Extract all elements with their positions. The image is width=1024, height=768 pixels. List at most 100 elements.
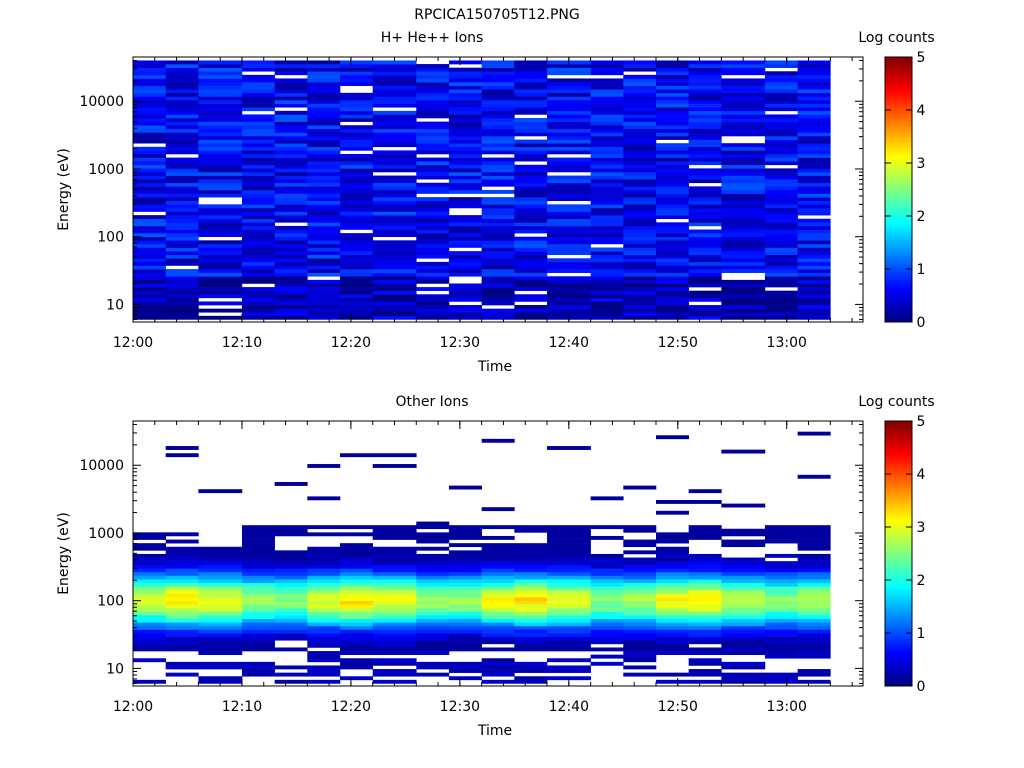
- heatmap-cell: [721, 589, 766, 594]
- heatmap-cell: [340, 532, 373, 537]
- heatmap-cell: [340, 597, 373, 602]
- heatmap-cell: [797, 636, 831, 641]
- heatmap-cell: [416, 78, 450, 83]
- heatmap-cell: [307, 89, 341, 94]
- colorbar-segment: [885, 276, 912, 280]
- heatmap-cell: [547, 78, 591, 83]
- heatmap-cell: [340, 182, 373, 187]
- heatmap-cell: [165, 297, 199, 302]
- heatmap-cell: [198, 222, 243, 227]
- heatmap-cell: [764, 607, 798, 612]
- heatmap-cell: [340, 153, 373, 158]
- heatmap-cell: [481, 67, 515, 72]
- heatmap-cell: [307, 204, 341, 209]
- heatmap-cell: [797, 211, 831, 216]
- heatmap-cell: [372, 564, 417, 569]
- heatmap-cell: [797, 474, 831, 479]
- heatmap-cell: [797, 121, 831, 126]
- heatmap-cell: [165, 143, 199, 148]
- heatmap-cell: [797, 200, 831, 205]
- colorbar-segment: [885, 295, 912, 299]
- heatmap-cell: [198, 615, 243, 619]
- heatmap-cell: [372, 71, 417, 76]
- heatmap-cell: [372, 161, 417, 166]
- heatmap-cell: [655, 60, 689, 65]
- heatmap-cell: [514, 611, 548, 616]
- heatmap-cell: [688, 218, 722, 223]
- heatmap-cell: [797, 679, 831, 684]
- heatmap-cell: [241, 89, 275, 94]
- heatmap-cell: [590, 118, 624, 122]
- heatmap-cell: [797, 669, 831, 673]
- heatmap-cell: [623, 525, 657, 530]
- heatmap-cell: [590, 204, 624, 209]
- heatmap-cell: [764, 233, 798, 238]
- heatmap-cell: [547, 618, 591, 623]
- colorbar-segment: [885, 442, 912, 446]
- heatmap-cell: [547, 586, 591, 591]
- heatmap-cell: [198, 258, 243, 263]
- heatmap-cell: [481, 629, 515, 634]
- heatmap-cell: [307, 546, 341, 551]
- heatmap-cell: [623, 287, 657, 291]
- heatmap-cell: [688, 528, 722, 533]
- heatmap-cell: [274, 189, 308, 194]
- heatmap-cell: [165, 279, 199, 284]
- heatmap-cell: [448, 272, 482, 277]
- heatmap-cell: [797, 254, 831, 259]
- heatmap-cell: [721, 100, 766, 104]
- heatmap-cell: [416, 125, 450, 130]
- heatmap-cell: [307, 564, 341, 569]
- heatmap-cell: [274, 597, 308, 602]
- heatmap-cell: [481, 564, 515, 569]
- heatmap-cell: [274, 568, 308, 573]
- heatmap-cell: [241, 550, 275, 555]
- heatmap-cell: [448, 121, 482, 126]
- heatmap-cell: [448, 71, 482, 76]
- heatmap-cell: [198, 647, 243, 652]
- heatmap-cell: [590, 305, 624, 309]
- heatmap-cell: [688, 279, 722, 284]
- heatmap-cell: [514, 92, 548, 97]
- heatmap-cell: [481, 146, 515, 151]
- heatmap-cell: [590, 171, 624, 176]
- heatmap-cell: [241, 301, 275, 306]
- heatmap-cell: [416, 312, 450, 317]
- colorbar-segment: [885, 521, 912, 525]
- heatmap-cell: [165, 118, 199, 122]
- heatmap-cell: [688, 261, 722, 266]
- heatmap-cell: [655, 589, 689, 594]
- heatmap-cell: [133, 64, 166, 68]
- heatmap-cell: [340, 146, 373, 151]
- heatmap-cell: [590, 276, 624, 281]
- heatmap-cell: [764, 200, 798, 205]
- heatmap-cell: [721, 571, 766, 576]
- heatmap-cell: [764, 193, 798, 198]
- heatmap-cell: [514, 582, 548, 587]
- heatmap-cell: [514, 564, 548, 569]
- colorbar-segment: [885, 271, 912, 275]
- heatmap-cell: [165, 582, 199, 587]
- heatmap-cell: [688, 297, 722, 302]
- heatmap-cell: [481, 269, 515, 273]
- heatmap-cell: [655, 74, 689, 79]
- heatmap-cell: [340, 600, 373, 605]
- heatmap-cell: [274, 136, 308, 140]
- heatmap-cell: [481, 82, 515, 86]
- heatmap-cell: [416, 240, 450, 245]
- heatmap-cell: [764, 643, 798, 648]
- heatmap-cell: [590, 625, 624, 630]
- colorbar-segment: [885, 495, 912, 499]
- heatmap-cell: [481, 669, 515, 673]
- heatmap-cell: [307, 225, 341, 230]
- heatmap-cell: [307, 665, 341, 670]
- heatmap-cell: [448, 225, 482, 230]
- colorbar-segment: [885, 189, 912, 193]
- colorbar-segment: [885, 255, 912, 259]
- heatmap-cell: [590, 175, 624, 180]
- heatmap-cell: [655, 557, 689, 562]
- heatmap-cell: [481, 636, 515, 641]
- heatmap-cell: [133, 622, 166, 627]
- heatmap-cell: [372, 279, 417, 284]
- heatmap-cell: [721, 247, 766, 252]
